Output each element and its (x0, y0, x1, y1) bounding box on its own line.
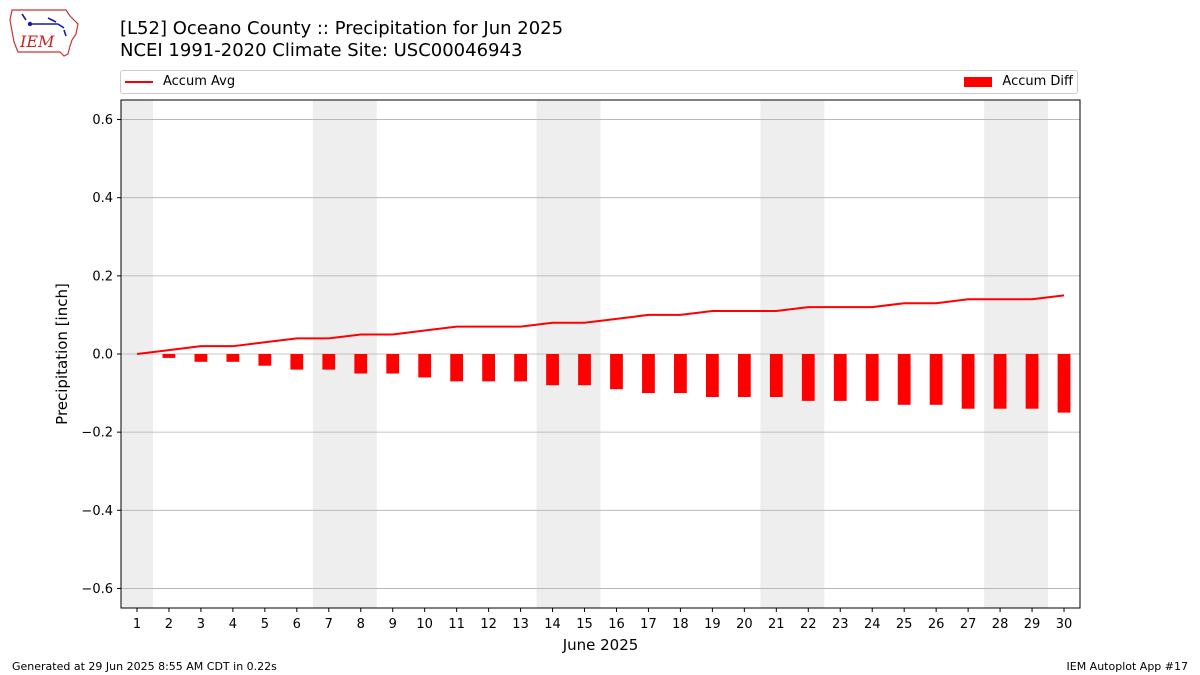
accum-diff-bars (162, 354, 1071, 413)
logo-text: IEM (19, 32, 55, 51)
accum-diff-bar (1057, 354, 1071, 413)
x-tick-label: 25 (896, 617, 913, 632)
accum-diff-bar (482, 354, 496, 382)
accum-diff-bar (769, 354, 783, 397)
x-tick-label: 13 (512, 617, 529, 632)
iowa-outline-icon (9, 9, 79, 57)
x-tick-label: 5 (261, 617, 269, 632)
y-axis-label: Precipitation [inch] (53, 283, 71, 425)
accum-diff-bar (737, 354, 751, 397)
accum-avg-series (136, 294, 1065, 355)
accum-avg-line (136, 294, 1065, 355)
accum-diff-bar (194, 354, 208, 362)
accum-diff-bar (258, 354, 272, 366)
legend-item-accum-avg: Accum Avg (125, 74, 235, 90)
x-tick-label: 7 (325, 617, 333, 632)
x-tick-label: 24 (864, 617, 881, 632)
x-tick-label: 14 (544, 617, 561, 632)
accum-diff-bar (162, 354, 176, 358)
accum-diff-bar (833, 354, 847, 401)
x-tick-label: 22 (800, 617, 817, 632)
x-tick-label: 23 (832, 617, 849, 632)
x-tick-label: 29 (1024, 617, 1041, 632)
accum-diff-bar (354, 354, 368, 374)
x-tick-label: 19 (704, 617, 721, 632)
line-swatch-icon (125, 81, 153, 83)
generated-timestamp: Generated at 29 Jun 2025 8:55 AM CDT in … (12, 660, 277, 673)
y-tick-label: −0.2 (81, 426, 113, 441)
accum-diff-bar (642, 354, 655, 394)
accum-diff-bar (322, 354, 336, 370)
accum-diff-bar (961, 354, 975, 409)
x-axis-label: June 2025 (562, 636, 639, 654)
x-tick-label: 20 (736, 617, 753, 632)
x-tick-label: 27 (960, 617, 977, 632)
accum-diff-bar (290, 354, 304, 370)
y-tick-label: 0.6 (92, 113, 113, 128)
x-tick-label: 11 (448, 617, 465, 632)
y-axis-ticks: −0.6 −0.4 −0.2 0.0 0.2 0.4 0.6 (81, 113, 121, 597)
accum-diff-bar (450, 354, 464, 382)
title-line-1: [L52] Oceano County :: Precipitation for… (120, 18, 564, 39)
accum-diff-bar (1025, 354, 1039, 409)
x-tick-label: 10 (416, 617, 433, 632)
x-axis-ticks: 1 2 3 4 5 6 7 8 9 10 11 12 13 14 15 16 17 18 19 20 21 22 23 24 2… (133, 608, 1072, 632)
accum-diff-bar (674, 354, 687, 394)
x-tick-label: 16 (608, 617, 625, 632)
accum-diff-bar (865, 354, 879, 401)
chart-title: [L52] Oceano County :: Precipitation for… (120, 18, 563, 62)
accum-diff-bar (418, 354, 432, 378)
weather-symbols-icon (21, 13, 67, 37)
x-tick-label: 8 (357, 617, 365, 632)
x-tick-label: 6 (293, 617, 301, 632)
legend-label-accum-avg: Accum Avg (163, 74, 236, 89)
accum-diff-bar (578, 354, 591, 386)
accum-diff-bar (929, 354, 943, 405)
y-tick-label: 0.0 (92, 348, 113, 363)
y-tick-label: 0.2 (92, 269, 113, 284)
x-tick-label: 1 (133, 617, 141, 632)
bar-swatch-icon (964, 77, 993, 87)
accum-diff-bar (546, 354, 559, 386)
legend: Accum Avg Accum Diff (120, 70, 1078, 94)
x-tick-label: 4 (229, 617, 237, 632)
accum-diff-bar (610, 354, 623, 390)
x-tick-label: 30 (1056, 617, 1073, 632)
station-dot-icon (27, 21, 33, 27)
x-tick-label: 12 (480, 617, 497, 632)
accum-diff-bar (801, 354, 815, 401)
x-tick-label: 15 (576, 617, 593, 632)
x-tick-label: 17 (640, 617, 657, 632)
y-tick-label: −0.4 (81, 504, 113, 519)
x-tick-label: 26 (928, 617, 945, 632)
x-tick-label: 28 (992, 617, 1009, 632)
accum-diff-bar (386, 354, 400, 374)
y-tick-label: 0.4 (92, 191, 113, 206)
accum-diff-bar (514, 354, 527, 382)
legend-label-accum-diff: Accum Diff (1002, 74, 1073, 89)
legend-item-accum-diff: Accum Diff (964, 74, 1073, 90)
x-tick-label: 2 (165, 617, 173, 632)
x-tick-label: 3 (197, 617, 205, 632)
x-tick-label: 9 (389, 617, 397, 632)
y-gridlines (121, 119, 1080, 589)
iem-logo: IEM (9, 9, 79, 57)
accum-diff-bar (897, 354, 911, 405)
app-label: IEM Autoplot App #17 (1066, 660, 1189, 673)
accum-diff-bar (705, 354, 719, 397)
x-tick-label: 21 (768, 617, 785, 632)
x-tick-label: 18 (672, 617, 689, 632)
y-tick-label: −0.6 (81, 582, 113, 597)
accum-diff-bar (993, 354, 1007, 409)
title-line-2: NCEI 1991-2020 Climate Site: USC00046943 (120, 40, 523, 61)
accum-diff-bar (226, 354, 240, 362)
